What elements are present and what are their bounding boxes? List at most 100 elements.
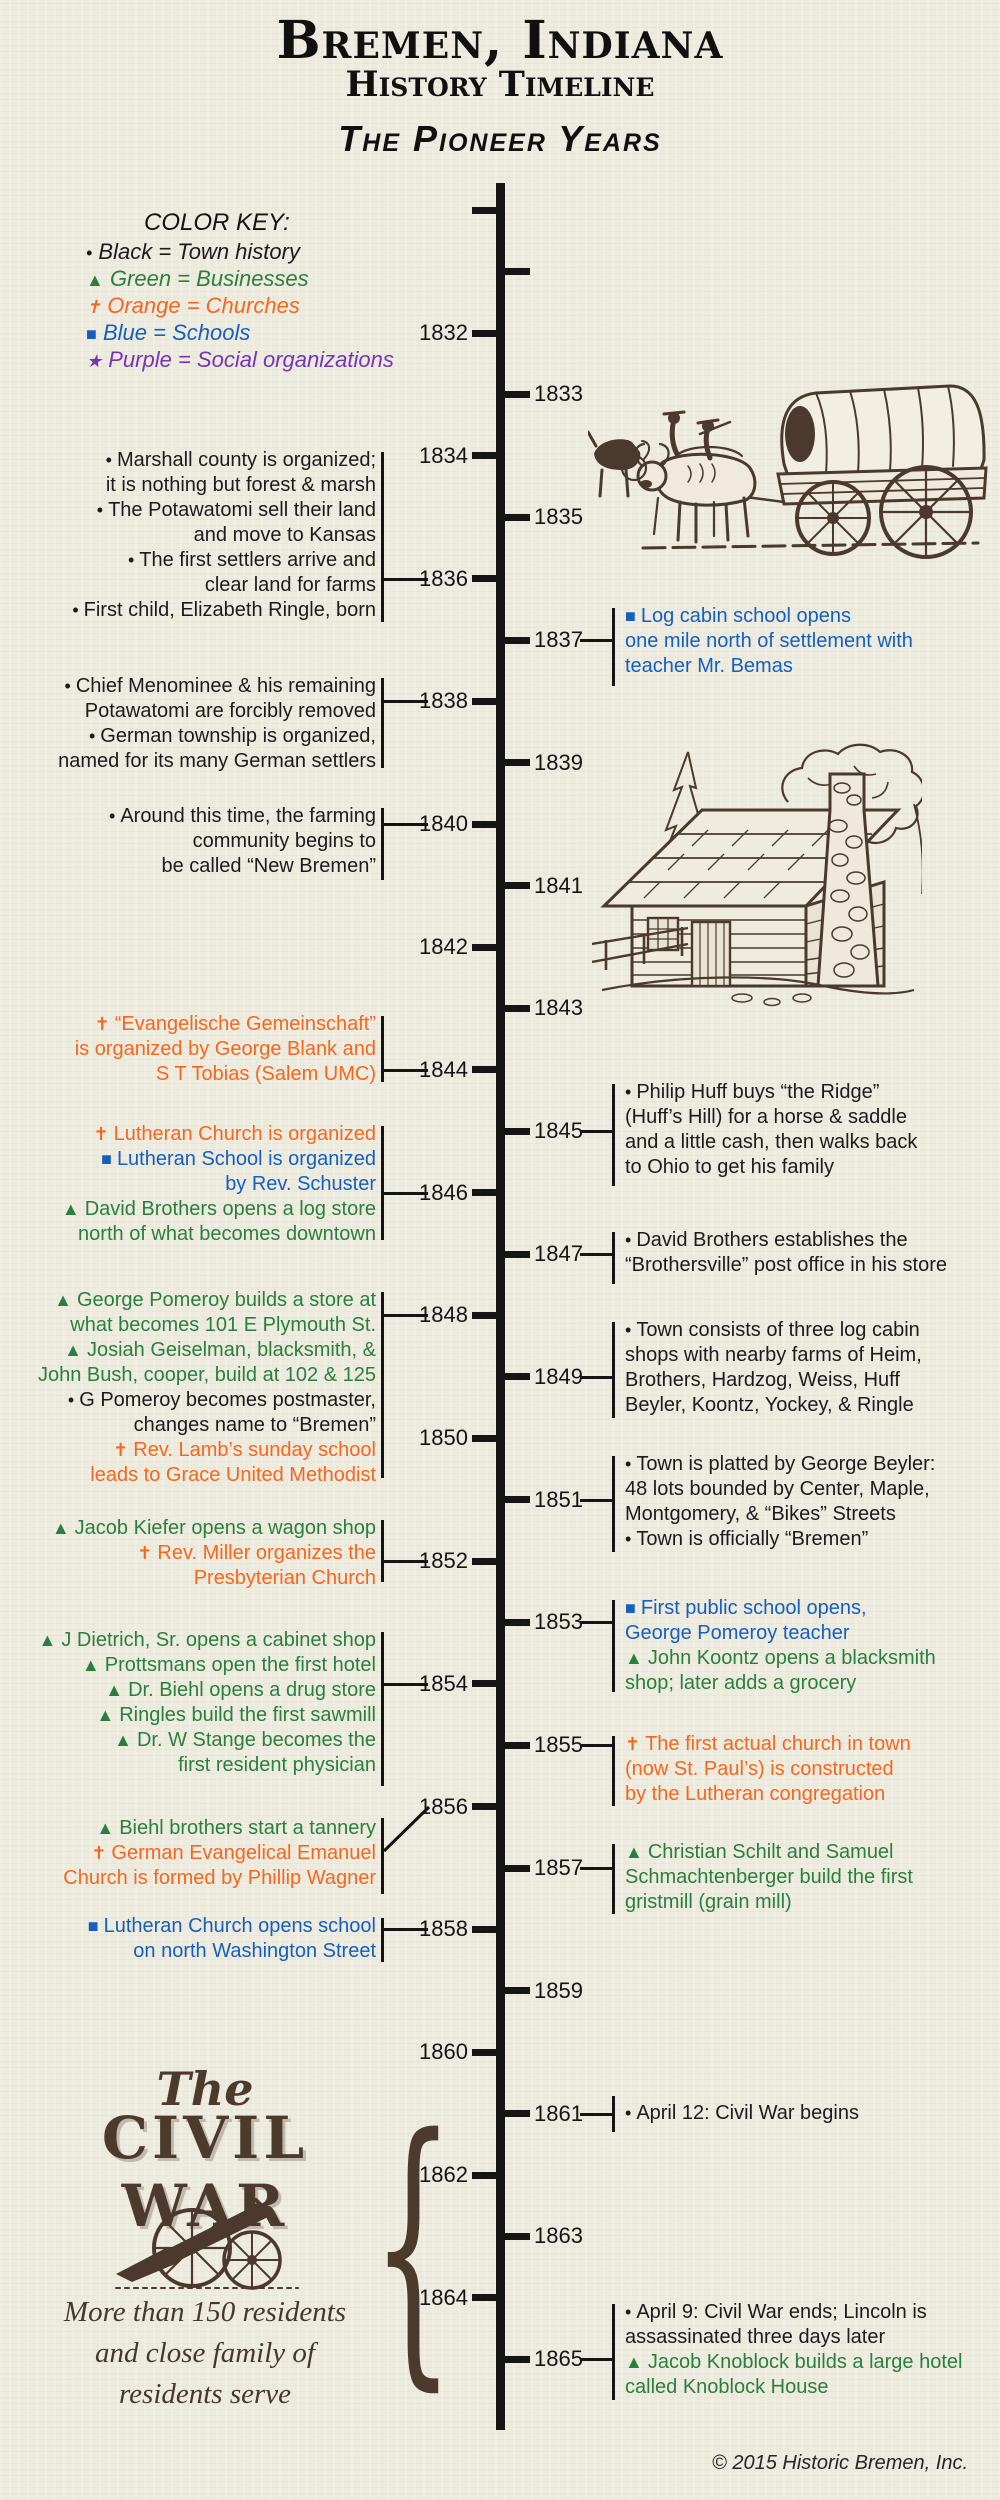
event-group-1861: • April 12: Civil War begins [625,2101,859,2126]
section-title-pioneer-years: The Pioneer Years [338,118,662,159]
event-group-1857: ▲ Christian Schilt and Samuel Schmachtenb… [625,1840,913,1915]
social-marker-icon: ★ [86,351,103,371]
event-item: ✝ Lutheran Church is organized [62,1122,376,1147]
color-key-heading: COLOR KEY: [144,209,290,236]
timeline-tick-1849 [505,1373,530,1381]
event-text-line: Presbyterian Church [193,1567,376,1589]
event-bracket [381,1292,384,1478]
event-text-line: and a little cash, then walks back [625,1131,918,1153]
timeline-tick-1832 [472,329,496,337]
event-bracket [612,1232,615,1284]
color-key-label: Orange = Churches [101,293,300,318]
event-text-line: be called “New Bremen” [161,855,376,877]
church-marker-icon: ✝ [625,1734,646,1754]
town-marker-icon: • [96,500,109,520]
event-text-line: • David Brothers establishes the [625,1229,908,1251]
event-text-line: John Bush, cooper, build at 102 & 125 [37,1364,376,1386]
timeline-tick-1837 [505,636,530,644]
business-marker-icon: ▲ [64,1340,87,1360]
town-marker-icon: • [625,1454,637,1474]
event-text-line: it is nothing but forest & marsh [105,474,376,496]
event-item: ■ Log cabin school opens one mile north o… [625,604,913,679]
color-key-item-school: ■ Blue = Schools [86,320,394,347]
event-connector [384,700,428,704]
color-key-label: Purple = Social organizations [102,347,394,372]
event-text-line: 48 lots bounded by Center, Maple, [625,1478,930,1500]
timeline-tick-1860 [472,2048,496,2056]
event-text-line: ▲ David Brothers opens a log store [61,1198,376,1220]
page-subtitle-history-timeline: History Timeline [345,64,655,105]
town-marker-icon: • [105,450,117,470]
school-marker-icon: ■ [101,1149,117,1169]
event-item: • First child, Elizabeth Ringle, born [72,598,376,623]
event-connector [580,1744,613,1748]
event-item: • The Potawatomi sell their land and move… [72,498,376,548]
year-label-1857: 1857 [534,1855,583,1880]
business-marker-icon: ▲ [625,2352,648,2372]
year-label-1843: 1843 [534,995,583,1021]
timeline-tick-1840 [472,820,496,828]
event-text-line: • Town is platted by George Beyler: [625,1453,936,1475]
event-connector [384,1314,428,1318]
color-key-label: Blue = Schools [96,320,251,345]
event-text-line: assassinated three days later [625,2326,886,2348]
timeline-tick-1856 [472,1803,496,1811]
timeline-tick-1834 [472,452,496,460]
church-marker-icon: ✝ [86,297,102,317]
timeline-tick-1841 [505,882,530,890]
town-marker-icon: • [72,600,84,620]
event-text-line: ✝ “Evangelische Gemeinschaft” [94,1013,376,1035]
event-text-line: ✝ German Evangelical Emanuel [91,1842,376,1864]
timeline-tick-1830 [472,206,496,214]
town-marker-icon: • [64,676,76,696]
event-text-line: ▲ Josiah Geiselman, blacksmith, & [64,1339,376,1361]
event-item: • Philip Huff buys “the Ridge” (Huff’s Hi… [625,1080,917,1180]
business-marker-icon: ▲ [38,1630,62,1650]
color-key-item-social: ★ Purple = Social organizations [86,347,394,374]
event-text-line: ▲ Dr. W Stange becomes the [114,1729,376,1751]
church-marker-icon: ✝ [94,1014,115,1034]
year-label-1832: 1832 [419,320,468,345]
timeline-tick-1859 [505,1987,530,1995]
business-marker-icon: ▲ [86,270,104,290]
event-text-line: • Philip Huff buys “the Ridge” [625,1081,880,1103]
event-connector [580,1621,613,1625]
event-text-line: • Town is officially “Bremen” [625,1528,869,1550]
event-item: ▲ Christian Schilt and Samuel Schmachtenb… [625,1840,913,1915]
event-group-1847: • David Brothers establishes the “Brother… [625,1228,947,1278]
timeline-tick-1836 [472,575,496,583]
timeline-tick-1863 [505,2232,530,2240]
event-text-line: by the Lutheran congregation [625,1783,886,1805]
event-text-line: ▲ Christian Schilt and Samuel [625,1841,894,1863]
log-cabin-illustration [592,743,922,1007]
civil-war-the-label: The [156,2062,254,2116]
church-marker-icon: ✝ [93,1124,114,1144]
event-connector [580,1253,613,1256]
event-bracket [612,608,615,686]
year-label-1859: 1859 [534,1977,583,2003]
event-bracket [381,452,384,622]
event-bracket [612,1844,615,1914]
year-label-1864: 1864 [419,2284,468,2310]
color-key-items: • Black = Town history ▲ Green = Business… [86,239,394,374]
timeline-tick-1843 [505,1004,530,1012]
timeline-tick-1842 [472,943,496,951]
event-connector [384,1068,428,1072]
event-text-line: • April 9: Civil War ends; Lincoln is [625,2301,927,2323]
timeline-tick-1848 [472,1311,496,1319]
event-text-line: on north Washington Street [133,1940,376,1962]
event-item: ▲ J Dietrich, Sr. opens a cabinet shop [39,1628,376,1653]
business-marker-icon: ▲ [96,1705,120,1725]
event-item: • Marshall county is organized; it is not… [72,448,376,498]
school-marker-icon: ■ [87,1916,104,1936]
event-bracket [612,1322,615,1418]
event-text-line: • Town consists of three log cabin [625,1319,920,1341]
color-key: COLOR KEY: • Black = Town history ▲ Green… [86,210,394,374]
event-group-1854: ▲ J Dietrich, Sr. opens a cabinet shop ▲ … [39,1628,376,1778]
civil-war-caption-line: and close family of [95,2337,315,2369]
event-text-line: changes name to “Bremen” [133,1414,376,1436]
event-group-1856: ▲ Biehl brothers start a tannery ✝ German… [63,1816,376,1891]
business-marker-icon: ▲ [81,1655,105,1675]
event-text-line: • Marshall county is organized; [105,449,376,471]
